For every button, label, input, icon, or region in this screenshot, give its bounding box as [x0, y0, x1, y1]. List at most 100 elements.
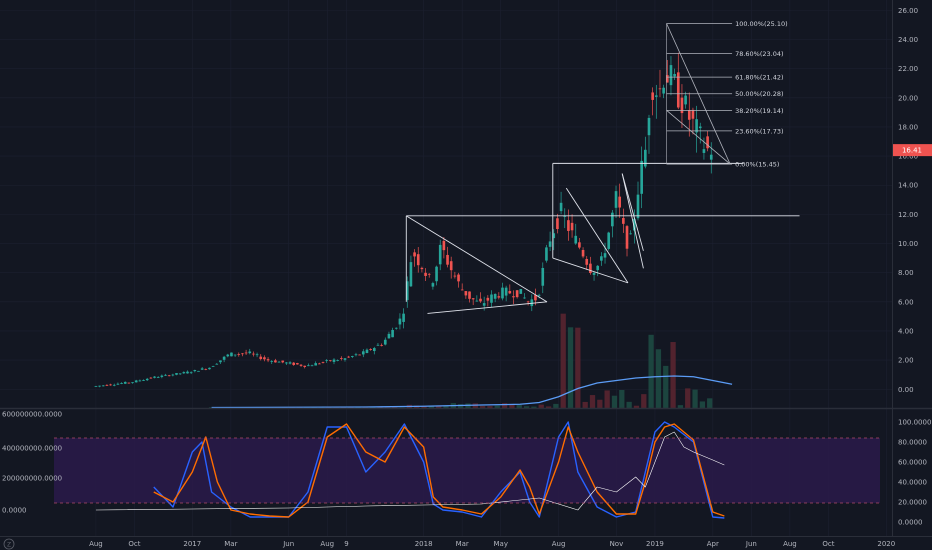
candle	[523, 293, 526, 299]
candle-body	[329, 360, 332, 362]
candle-body	[523, 297, 526, 299]
candle-body	[156, 377, 160, 378]
candle-body	[200, 368, 204, 370]
candle	[541, 262, 545, 294]
volume-bar	[392, 407, 398, 408]
candle	[695, 105, 698, 153]
candle-body	[116, 383, 120, 385]
time-tick-label: Aug	[320, 540, 334, 548]
candle	[658, 69, 662, 98]
candle	[149, 377, 153, 379]
price-tick-label: 10.00	[898, 240, 918, 248]
candle-body	[391, 329, 394, 338]
candle	[651, 87, 654, 116]
volume-bar	[619, 389, 625, 408]
candle-body	[365, 349, 369, 354]
price-tick-label: 8.00	[898, 269, 914, 277]
candle	[570, 214, 574, 238]
candle-body	[567, 220, 570, 231]
candle-body	[460, 289, 464, 291]
candle-body	[215, 363, 219, 365]
candle-body	[457, 274, 460, 282]
candle-body	[270, 361, 274, 362]
candle	[274, 358, 277, 363]
last-price-tag-bg	[893, 144, 932, 157]
candle-body	[676, 72, 680, 108]
volume-bar	[494, 405, 500, 408]
candle	[208, 367, 211, 370]
candle-body	[347, 356, 350, 358]
last-price-tag-text: 16.41	[902, 147, 922, 155]
fib-level-label: 23.60%(17.73)	[735, 127, 783, 135]
volume-bar	[516, 405, 522, 408]
candle-body	[226, 354, 230, 357]
candle	[307, 363, 310, 367]
candle-body	[303, 365, 307, 367]
candle-body	[186, 371, 189, 374]
candle-body	[706, 136, 709, 149]
volume-bar	[208, 407, 215, 408]
candle	[233, 354, 237, 358]
candle	[475, 295, 479, 302]
trendline	[406, 215, 548, 303]
candle-body	[431, 283, 435, 287]
candle-body	[252, 353, 255, 355]
candle-body	[259, 356, 263, 360]
volume-bar	[692, 389, 698, 408]
candle	[676, 52, 680, 110]
candle-body	[120, 383, 123, 384]
candle	[270, 360, 274, 365]
oscillator-left-axis: 600000000.0000 400000000.0000 200000000.00…	[2, 411, 62, 515]
candle-body	[182, 372, 186, 374]
candle-body	[343, 358, 347, 360]
candle	[230, 352, 233, 357]
candle	[654, 84, 658, 119]
candle-body	[131, 382, 134, 384]
candle-body	[241, 353, 244, 355]
candle-body	[248, 351, 252, 354]
candle	[607, 231, 611, 251]
candle-body	[687, 110, 691, 120]
fibonacci-retracement: 100.00%(25.10) 78.60%(23.04) 61.80%(21.42)…	[666, 20, 788, 169]
candle-body	[563, 215, 567, 217]
candle-body	[383, 339, 387, 345]
candle-body	[611, 212, 614, 227]
volume-bar	[685, 388, 691, 408]
time-tick-label: Oct	[128, 540, 140, 548]
candle-body	[665, 75, 669, 83]
candle	[552, 229, 556, 251]
price-tick-label: 14.00	[898, 182, 918, 190]
candle	[618, 183, 622, 218]
time-axis[interactable]: Aug Oct 2017 Mar Jun Aug 9 2018 Mar May Aug Nov 2019…	[89, 540, 895, 548]
candle-body	[233, 354, 237, 356]
volume-bar	[377, 407, 383, 408]
candle-body	[618, 196, 622, 208]
candle	[449, 256, 453, 279]
candle	[123, 381, 127, 385]
candle	[479, 292, 482, 303]
candle-body	[541, 267, 545, 286]
candle-body	[204, 368, 208, 370]
candle-body	[164, 374, 167, 376]
candle	[691, 107, 695, 135]
candle-body	[603, 253, 607, 258]
candle	[332, 358, 336, 365]
candle-body	[515, 290, 519, 298]
candle	[318, 362, 321, 365]
volume-bar	[531, 406, 537, 408]
timezone-icon[interactable]: Z	[3, 538, 15, 550]
candle-body	[361, 351, 365, 355]
candle	[285, 361, 288, 366]
candle	[515, 290, 519, 299]
candle-body	[709, 154, 713, 160]
price-axis[interactable]: 26.00 24.00 22.00 20.00 18.00 16.00 14.00 12.00…	[898, 7, 918, 394]
time-tick-label: 2018	[415, 540, 433, 548]
volume-bar	[677, 405, 684, 408]
oscillator-tick-label: 20.0000	[898, 499, 927, 507]
candle	[409, 255, 413, 287]
oscillator-right-axis[interactable]: 100.0000 80.0000 60.0000 40.0000 20.0000 0.00…	[898, 419, 931, 527]
candle	[244, 349, 248, 355]
candle-body	[504, 287, 508, 296]
candle-body	[288, 362, 292, 364]
